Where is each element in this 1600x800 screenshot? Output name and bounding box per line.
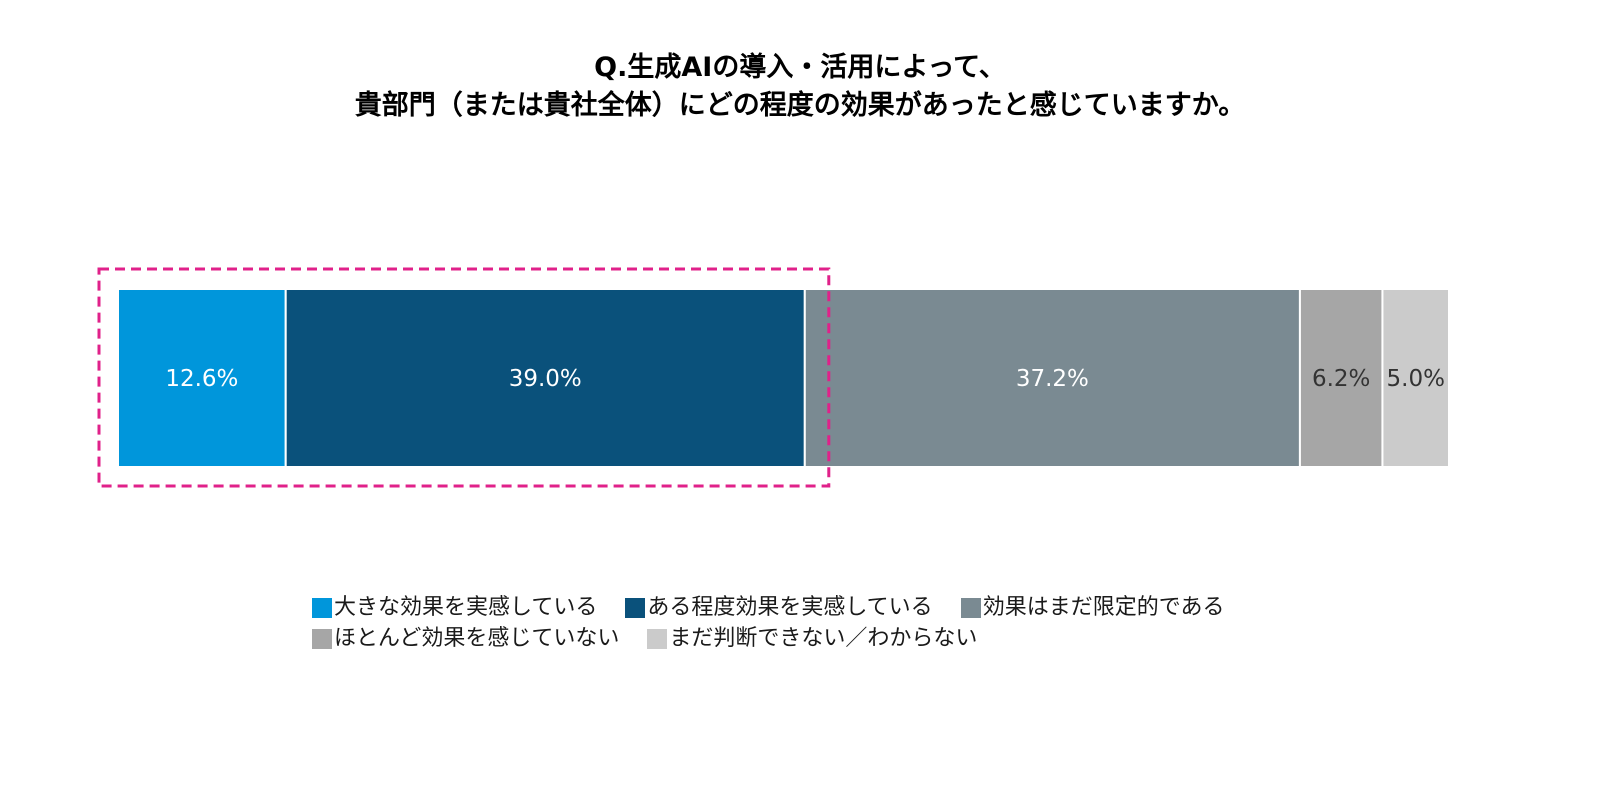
legend-swatch — [647, 629, 668, 649]
legend-swatch — [625, 598, 646, 618]
legend-item-large-effect: 大きな効果を実感している — [312, 595, 597, 621]
legend-item-some-effect: ある程度効果を実感している — [625, 595, 933, 621]
legend-item-limited-effect: 効果はまだ限定的である — [960, 595, 1225, 621]
legend-swatch — [312, 598, 332, 618]
legend-label: 効果はまだ限定的である — [982, 595, 1225, 620]
bar-segment-4 — [1381, 288, 1450, 468]
chart-title-line-2: 貴部門（または貴社全体）にどの程度の効果があったと感じていますか。 — [354, 90, 1246, 121]
highlight-box — [97, 267, 831, 488]
legend-item-little-effect: ほとんど効果を感じていない — [312, 626, 619, 652]
bar-segment-0 — [117, 288, 287, 468]
legend-row-2: ほとんど効果を感じていない まだ判断できない／わからない — [312, 626, 1005, 652]
bar-segment-3 — [1298, 288, 1384, 468]
legend-swatch — [312, 629, 332, 649]
legend-label: ほとんど効果を感じていない — [334, 626, 620, 651]
legend-label: まだ判断できない／わからない — [669, 626, 978, 651]
legend-swatch — [960, 598, 981, 618]
chart-title-line-1: Q.生成AIの導入・活用によって、 — [594, 52, 1006, 83]
legend-label: 大きな効果を実感している — [334, 595, 598, 620]
data-label-0: 12.6% — [165, 366, 238, 392]
legend-label: ある程度効果を実感している — [647, 595, 933, 620]
data-label-4: 5.0% — [1387, 366, 1445, 392]
data-label-1: 39.0% — [509, 366, 582, 392]
data-label-2: 37.2% — [1016, 366, 1089, 392]
legend-item-undecided: まだ判断できない／わからない — [647, 626, 977, 652]
data-label-3: 6.2% — [1312, 366, 1370, 392]
bar-segment-2 — [803, 288, 1301, 468]
legend-row-1: 大きな効果を実感している ある程度効果を実感している 効果はまだ限定的である — [312, 595, 1252, 621]
